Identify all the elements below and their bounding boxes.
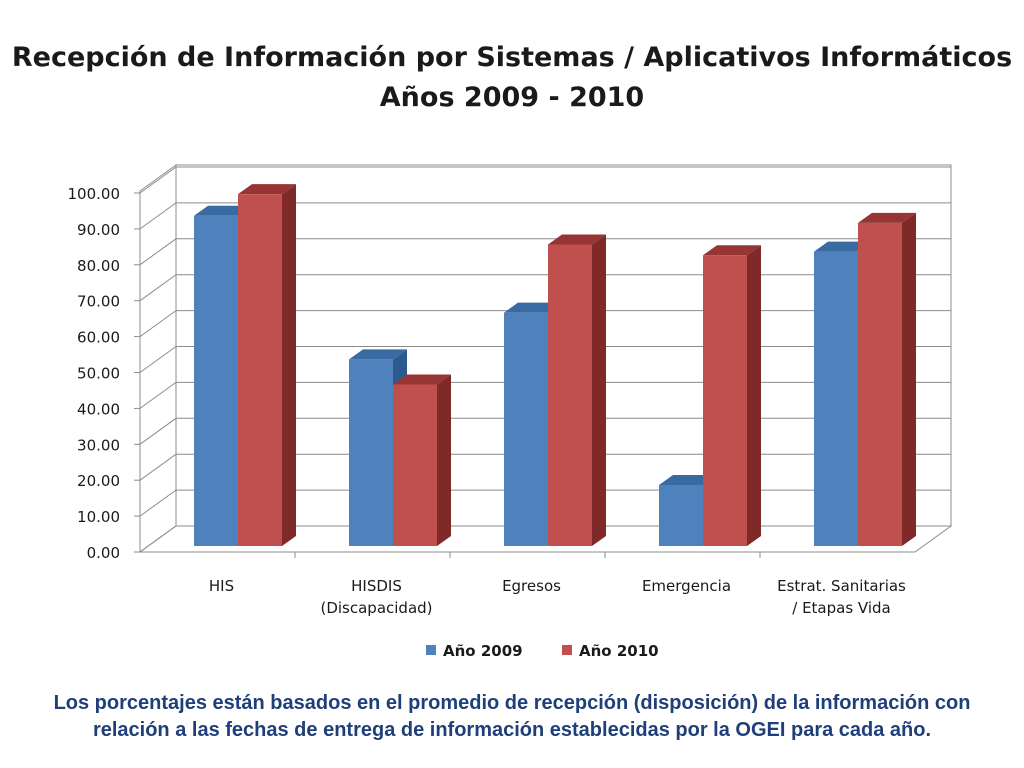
gridline [139, 346, 951, 373]
x-tick-label-line: Egresos [502, 577, 561, 595]
x-tick-label: Emergencia [642, 577, 731, 595]
bar-top [858, 212, 916, 223]
x-tick-label-line: Emergencia [642, 577, 731, 595]
y-tick-label: 10.00 [77, 508, 120, 526]
gridline [139, 166, 951, 194]
bar [349, 359, 393, 546]
bar-side [592, 234, 606, 546]
bar-top [349, 349, 407, 360]
x-tick-label-line: HIS [209, 577, 234, 595]
gridline [139, 238, 951, 266]
bar-side [282, 184, 296, 546]
bar [858, 222, 902, 546]
y-tick-label: 0.00 [87, 544, 120, 562]
gridline [139, 417, 951, 445]
legend-swatch [426, 645, 436, 655]
bar-side [747, 245, 761, 546]
y-tick-label: 70.00 [77, 293, 120, 311]
legend-label: Año 2009 [443, 642, 523, 660]
bar [504, 312, 548, 546]
y-tick-label: 80.00 [77, 257, 120, 275]
x-tick-label-line: Estrat. Sanitarias [777, 577, 906, 595]
x-tick-label: Egresos [502, 577, 561, 595]
bar-top [703, 245, 761, 256]
gridline [139, 310, 951, 338]
bar-top [814, 241, 872, 252]
x-tick-label: HISDIS (Discapacidad) [320, 577, 432, 617]
title-line-2: Años 2009 - 2010 [379, 82, 645, 113]
x-tick-label: Estrat. Sanitarias / Etapas Vida [777, 577, 906, 617]
bar-top [238, 184, 296, 195]
y-tick-label: 20.00 [77, 472, 120, 490]
legend-label: Año 2010 [579, 642, 659, 660]
bar [659, 484, 703, 546]
bar [548, 244, 592, 546]
footnote: Los porcentajes están basados en el prom… [53, 692, 971, 741]
legend-swatch [562, 645, 572, 655]
bar [393, 384, 437, 546]
y-tick-label: 90.00 [77, 221, 120, 239]
bar-side [902, 212, 916, 546]
bar [194, 215, 238, 546]
bar [703, 255, 747, 546]
page-title: Recepción de Información por Sistemas / … [0, 38, 1024, 118]
x-tick-label: HIS [209, 577, 234, 595]
bar-top [504, 302, 562, 313]
gridline [139, 202, 951, 230]
bar-side [437, 374, 451, 546]
gridline [139, 381, 951, 409]
title-line-1: Recepción de Información por Sistemas / … [11, 42, 1013, 73]
bar-top [548, 234, 606, 245]
y-tick-label: 60.00 [77, 329, 120, 347]
x-tick-label-line: (Discapacidad) [320, 599, 432, 617]
x-tick-label-line: HISDIS [351, 577, 402, 595]
bar-top [194, 205, 252, 216]
gridline [139, 453, 951, 481]
y-tick-label: 50.00 [77, 365, 120, 383]
y-tick-label: 100.00 [68, 185, 121, 203]
bar-top [659, 474, 717, 485]
bar [814, 251, 858, 546]
bar [238, 194, 282, 546]
gridline [139, 274, 951, 302]
y-tick-label: 30.00 [77, 436, 120, 454]
x-tick-label-line: / Etapas Vida [792, 599, 890, 617]
y-tick-label: 40.00 [77, 400, 120, 418]
bar-top [393, 374, 451, 385]
